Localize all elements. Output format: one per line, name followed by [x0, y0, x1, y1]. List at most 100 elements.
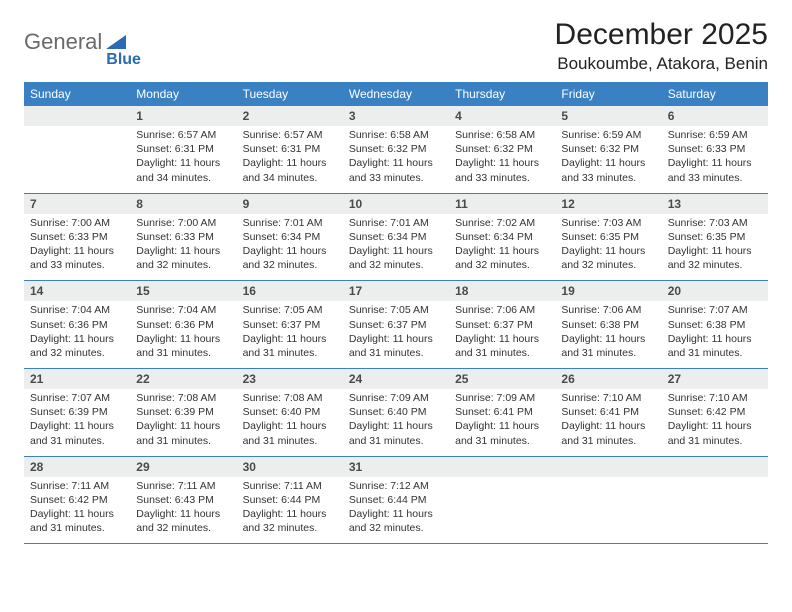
day-body [24, 126, 130, 184]
daylight-line: Daylight: 11 hours and 33 minutes. [668, 156, 762, 184]
day-body: Sunrise: 7:01 AMSunset: 6:34 PMDaylight:… [343, 214, 449, 281]
sunset-line: Sunset: 6:33 PM [30, 230, 124, 244]
day-number: 13 [662, 194, 768, 214]
calendar-day-cell: 11Sunrise: 7:02 AMSunset: 6:34 PMDayligh… [449, 193, 555, 281]
logo-text-blue: Blue [106, 33, 141, 69]
day-body: Sunrise: 6:59 AMSunset: 6:32 PMDaylight:… [555, 126, 661, 193]
day-number: 20 [662, 281, 768, 301]
day-body: Sunrise: 7:04 AMSunset: 6:36 PMDaylight:… [24, 301, 130, 368]
calendar-day-cell: 24Sunrise: 7:09 AMSunset: 6:40 PMDayligh… [343, 369, 449, 457]
calendar-week-row: 21Sunrise: 7:07 AMSunset: 6:39 PMDayligh… [24, 369, 768, 457]
day-number: 10 [343, 194, 449, 214]
day-body: Sunrise: 7:08 AMSunset: 6:39 PMDaylight:… [130, 389, 236, 456]
sunrise-line: Sunrise: 6:59 AM [668, 128, 762, 142]
daylight-line: Daylight: 11 hours and 34 minutes. [136, 156, 230, 184]
daylight-line: Daylight: 11 hours and 32 minutes. [349, 507, 443, 535]
calendar-day-cell: 13Sunrise: 7:03 AMSunset: 6:35 PMDayligh… [662, 193, 768, 281]
sunset-line: Sunset: 6:41 PM [561, 405, 655, 419]
sunrise-line: Sunrise: 7:08 AM [136, 391, 230, 405]
calendar-day-cell: 20Sunrise: 7:07 AMSunset: 6:38 PMDayligh… [662, 281, 768, 369]
sunset-line: Sunset: 6:32 PM [349, 142, 443, 156]
day-body: Sunrise: 7:12 AMSunset: 6:44 PMDaylight:… [343, 477, 449, 544]
sunset-line: Sunset: 6:44 PM [349, 493, 443, 507]
sunrise-line: Sunrise: 7:02 AM [455, 216, 549, 230]
day-number: 24 [343, 369, 449, 389]
calendar-body: 1Sunrise: 6:57 AMSunset: 6:31 PMDaylight… [24, 106, 768, 544]
day-number [449, 457, 555, 477]
day-number: 1 [130, 106, 236, 126]
day-body: Sunrise: 7:00 AMSunset: 6:33 PMDaylight:… [130, 214, 236, 281]
sunset-line: Sunset: 6:35 PM [668, 230, 762, 244]
daylight-line: Daylight: 11 hours and 31 minutes. [561, 332, 655, 360]
sunrise-line: Sunrise: 6:58 AM [349, 128, 443, 142]
sunrise-line: Sunrise: 7:08 AM [243, 391, 337, 405]
day-body: Sunrise: 6:58 AMSunset: 6:32 PMDaylight:… [343, 126, 449, 193]
sunset-line: Sunset: 6:41 PM [455, 405, 549, 419]
calendar-day-cell: 30Sunrise: 7:11 AMSunset: 6:44 PMDayligh… [237, 456, 343, 544]
title-block: December 2025 Boukoumbe, Atakora, Benin [555, 18, 768, 74]
daylight-line: Daylight: 11 hours and 31 minutes. [30, 507, 124, 535]
daylight-line: Daylight: 11 hours and 32 minutes. [136, 507, 230, 535]
day-body: Sunrise: 7:02 AMSunset: 6:34 PMDaylight:… [449, 214, 555, 281]
calendar-day-cell: 31Sunrise: 7:12 AMSunset: 6:44 PMDayligh… [343, 456, 449, 544]
calendar-day-cell: 26Sunrise: 7:10 AMSunset: 6:41 PMDayligh… [555, 369, 661, 457]
day-body: Sunrise: 7:08 AMSunset: 6:40 PMDaylight:… [237, 389, 343, 456]
daylight-line: Daylight: 11 hours and 31 minutes. [243, 332, 337, 360]
day-number: 9 [237, 194, 343, 214]
calendar-week-row: 7Sunrise: 7:00 AMSunset: 6:33 PMDaylight… [24, 193, 768, 281]
sunrise-line: Sunrise: 7:10 AM [561, 391, 655, 405]
day-body: Sunrise: 7:06 AMSunset: 6:38 PMDaylight:… [555, 301, 661, 368]
sunrise-line: Sunrise: 6:58 AM [455, 128, 549, 142]
sunset-line: Sunset: 6:34 PM [243, 230, 337, 244]
weekday-header: Monday [130, 82, 236, 106]
day-number: 22 [130, 369, 236, 389]
sunrise-line: Sunrise: 6:59 AM [561, 128, 655, 142]
sunrise-line: Sunrise: 7:03 AM [561, 216, 655, 230]
daylight-line: Daylight: 11 hours and 32 minutes. [349, 244, 443, 272]
sunrise-line: Sunrise: 7:06 AM [561, 303, 655, 317]
day-number: 14 [24, 281, 130, 301]
day-body: Sunrise: 7:00 AMSunset: 6:33 PMDaylight:… [24, 214, 130, 281]
day-body: Sunrise: 7:03 AMSunset: 6:35 PMDaylight:… [662, 214, 768, 281]
weekday-header: Thursday [449, 82, 555, 106]
calendar-day-cell [555, 456, 661, 544]
sunrise-line: Sunrise: 7:11 AM [30, 479, 124, 493]
daylight-line: Daylight: 11 hours and 31 minutes. [349, 419, 443, 447]
sunset-line: Sunset: 6:34 PM [349, 230, 443, 244]
daylight-line: Daylight: 11 hours and 31 minutes. [136, 419, 230, 447]
day-number: 29 [130, 457, 236, 477]
sunrise-line: Sunrise: 7:11 AM [136, 479, 230, 493]
sunset-line: Sunset: 6:43 PM [136, 493, 230, 507]
daylight-line: Daylight: 11 hours and 32 minutes. [136, 244, 230, 272]
sunset-line: Sunset: 6:33 PM [136, 230, 230, 244]
sunset-line: Sunset: 6:32 PM [455, 142, 549, 156]
sunrise-line: Sunrise: 7:03 AM [668, 216, 762, 230]
sunset-line: Sunset: 6:38 PM [668, 318, 762, 332]
calendar-day-cell [662, 456, 768, 544]
daylight-line: Daylight: 11 hours and 31 minutes. [349, 332, 443, 360]
sunset-line: Sunset: 6:37 PM [349, 318, 443, 332]
day-number [555, 457, 661, 477]
calendar-day-cell: 6Sunrise: 6:59 AMSunset: 6:33 PMDaylight… [662, 106, 768, 193]
day-body: Sunrise: 7:11 AMSunset: 6:44 PMDaylight:… [237, 477, 343, 544]
calendar-day-cell: 1Sunrise: 6:57 AMSunset: 6:31 PMDaylight… [130, 106, 236, 193]
daylight-line: Daylight: 11 hours and 31 minutes. [561, 419, 655, 447]
daylight-line: Daylight: 11 hours and 31 minutes. [455, 419, 549, 447]
daylight-line: Daylight: 11 hours and 31 minutes. [668, 332, 762, 360]
day-number: 5 [555, 106, 661, 126]
daylight-line: Daylight: 11 hours and 33 minutes. [455, 156, 549, 184]
sunrise-line: Sunrise: 7:10 AM [668, 391, 762, 405]
month-title: December 2025 [555, 18, 768, 52]
sunrise-line: Sunrise: 7:09 AM [455, 391, 549, 405]
weekday-header: Friday [555, 82, 661, 106]
day-number: 31 [343, 457, 449, 477]
calendar-day-cell: 4Sunrise: 6:58 AMSunset: 6:32 PMDaylight… [449, 106, 555, 193]
calendar-day-cell: 25Sunrise: 7:09 AMSunset: 6:41 PMDayligh… [449, 369, 555, 457]
calendar-day-cell: 19Sunrise: 7:06 AMSunset: 6:38 PMDayligh… [555, 281, 661, 369]
sunset-line: Sunset: 6:32 PM [561, 142, 655, 156]
sunset-line: Sunset: 6:35 PM [561, 230, 655, 244]
day-body: Sunrise: 7:09 AMSunset: 6:40 PMDaylight:… [343, 389, 449, 456]
sunrise-line: Sunrise: 7:00 AM [136, 216, 230, 230]
sunrise-line: Sunrise: 7:04 AM [136, 303, 230, 317]
day-number: 16 [237, 281, 343, 301]
